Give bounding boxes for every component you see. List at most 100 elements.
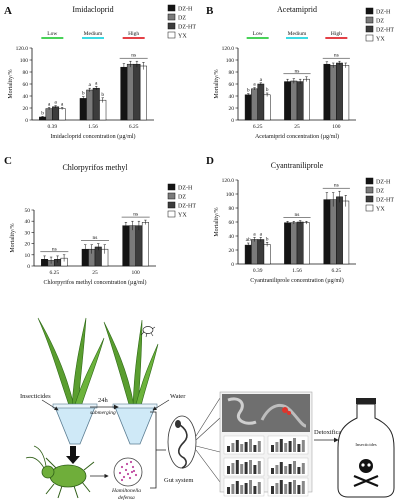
mini-bar	[275, 465, 279, 474]
legend-swatch	[365, 16, 374, 24]
symbiont-dot	[131, 465, 135, 469]
aphid-body	[49, 464, 87, 488]
symbiont-dot	[120, 465, 124, 469]
mini-bar	[249, 439, 252, 452]
tube-right	[114, 406, 156, 445]
skull-eye-right	[367, 463, 371, 467]
mini-bar	[227, 466, 230, 474]
mini-bar	[275, 483, 279, 494]
mini-bar	[231, 443, 235, 452]
symbiont-dots	[118, 460, 138, 482]
legend-label: YX	[178, 213, 187, 219]
y-tick-label: 40	[229, 94, 235, 100]
mini-bar	[253, 486, 257, 494]
legend-swatch	[365, 204, 374, 212]
legend-label: DZ-HT	[376, 198, 394, 204]
x-tick-label: 1.56	[88, 124, 98, 130]
bar	[257, 239, 265, 265]
gut-outline	[167, 415, 197, 469]
chart-title: Cyantraniliprole	[271, 161, 324, 170]
y-tick-label: 20	[25, 242, 31, 248]
bar	[244, 94, 252, 121]
bar	[122, 225, 130, 267]
tube-right-rim	[112, 403, 158, 409]
y-tick-label: 60	[229, 220, 235, 226]
aphid-on-leaf-legs	[140, 326, 156, 338]
mini-bar	[271, 486, 274, 494]
bar	[296, 221, 304, 265]
ns-label: ns	[295, 212, 300, 218]
symbiont-dot	[125, 462, 129, 466]
aphid-head	[41, 465, 55, 479]
results-composite	[219, 391, 313, 497]
symbiont-dot	[126, 472, 130, 476]
significance-letter: a	[253, 82, 256, 88]
mini-bar	[257, 461, 261, 474]
mini-bar	[235, 481, 239, 494]
y-tick-label: 100	[226, 58, 235, 64]
poison-bottle: Insecticides	[337, 398, 395, 498]
bar	[342, 65, 350, 121]
ns-label: ns	[133, 212, 138, 218]
symbiont-dot	[132, 469, 136, 473]
microscopy-red-signal-2	[287, 411, 291, 415]
level-label: High	[128, 31, 139, 37]
y-tick-label: 120.0	[222, 178, 235, 184]
panel-letter-c: C	[4, 155, 12, 167]
y-tick-label: 0	[27, 264, 30, 270]
x-tick-label: 0.39	[253, 268, 263, 274]
y-tick-label: 0	[231, 118, 234, 124]
legend-swatch	[167, 31, 176, 39]
bar	[342, 200, 350, 265]
mini-bar	[284, 484, 288, 494]
mini-bar	[253, 465, 257, 474]
mini-bar	[253, 445, 257, 452]
y-tick-label: 40	[23, 94, 29, 100]
y-axis-label: Mortality/%	[214, 69, 220, 98]
mini-bar	[235, 440, 239, 452]
ns-label: ns	[52, 246, 57, 252]
bar	[251, 239, 258, 265]
x-tick-label: 100	[332, 124, 341, 130]
legend-label: DZ-H	[178, 186, 193, 192]
mini-bar	[235, 460, 239, 474]
bar	[86, 89, 94, 121]
mini-bar	[249, 480, 252, 494]
mini-bar	[279, 439, 283, 452]
y-tick-label: 120.0	[16, 46, 29, 52]
legend-label: DZ-HT	[376, 28, 394, 34]
legend-swatch	[167, 201, 176, 209]
mini-bar	[227, 446, 230, 452]
mini-bar	[279, 480, 283, 494]
ns-label: ns	[131, 53, 136, 59]
legend-swatch	[167, 22, 176, 30]
gut-stomach	[175, 420, 181, 428]
bar	[45, 108, 53, 121]
significance-letter: a	[54, 100, 57, 106]
legend-label: DZ-H	[376, 180, 391, 186]
y-tick-label: 80	[23, 70, 29, 76]
significance-letter: a	[95, 80, 98, 86]
bar	[257, 83, 265, 121]
legend-label: DZ-HT	[178, 25, 196, 31]
leaf-right-3	[134, 343, 159, 411]
bar	[79, 98, 87, 121]
mini-bar	[301, 481, 305, 494]
bar	[126, 63, 134, 121]
mini-bar	[271, 468, 274, 474]
significance-letter: a	[260, 231, 263, 237]
y-tick-label: 40	[229, 234, 235, 240]
y-tick-label: 60	[229, 82, 235, 88]
significance-letter: a	[89, 82, 92, 88]
significance-letter: a	[260, 77, 263, 83]
y-tick-label: 20	[229, 248, 235, 254]
symbiont-dot	[118, 471, 122, 475]
mini-bar	[301, 463, 305, 474]
x-tick-label: 6.25	[50, 270, 60, 276]
y-tick-label: 40	[25, 219, 31, 225]
legend-label: DZ	[376, 189, 384, 195]
y-tick-label: 120.0	[222, 46, 235, 52]
bar	[323, 63, 331, 121]
mini-bar	[244, 462, 248, 474]
